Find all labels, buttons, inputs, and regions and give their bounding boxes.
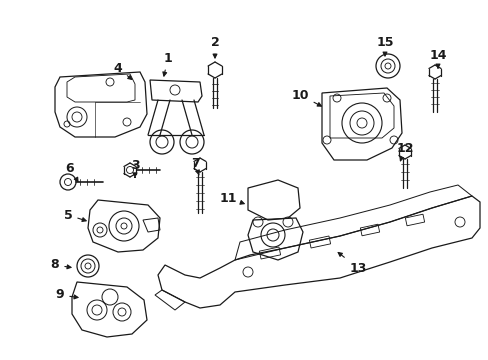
Text: 12: 12 [395, 141, 413, 161]
Text: 7: 7 [190, 157, 199, 175]
Text: 1: 1 [163, 51, 172, 76]
Text: 2: 2 [210, 36, 219, 58]
Text: 3: 3 [130, 158, 139, 177]
Text: 10: 10 [291, 89, 321, 106]
Text: 6: 6 [65, 162, 78, 181]
Text: 8: 8 [51, 258, 71, 271]
Text: 5: 5 [63, 208, 86, 221]
Text: 4: 4 [113, 62, 132, 80]
Text: 11: 11 [219, 192, 244, 204]
Text: 13: 13 [338, 252, 366, 274]
Text: 9: 9 [56, 288, 78, 302]
Text: 15: 15 [375, 36, 393, 56]
Text: 14: 14 [428, 49, 446, 68]
